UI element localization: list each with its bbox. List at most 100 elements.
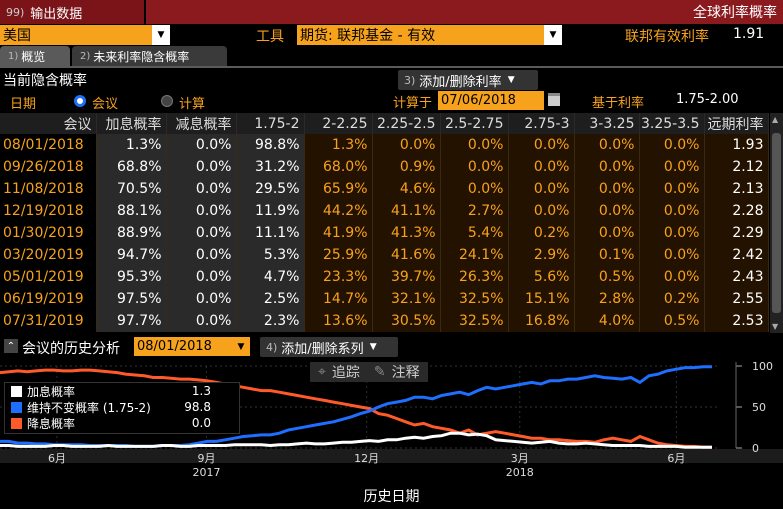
- table-row[interactable]: 01/30/2019 88.9% 0.0% 11.1% 41.9% 41.3% 5.4% 0.…: [0, 222, 769, 244]
- y-tick-label: 100: [752, 360, 773, 373]
- chevron-down-icon[interactable]: ▼: [152, 25, 170, 45]
- table-row[interactable]: 05/01/2019 95.3% 0.0% 4.7% 23.3% 39.7% 26.3% 5.…: [0, 266, 769, 288]
- table-cell: 1.3%: [304, 134, 373, 156]
- table-cell: 2.43: [704, 266, 769, 288]
- annotate-button[interactable]: 注释: [391, 365, 420, 381]
- table-scrollbar[interactable]: ▲ ▼: [770, 113, 783, 333]
- effective-rate-label: 联邦有效利率: [625, 29, 709, 45]
- table-cell: 0.0%: [639, 200, 705, 222]
- history-date-value: 08/01/2018: [137, 339, 212, 354]
- tool-label: 工具: [256, 29, 284, 45]
- table-cell: 0.0%: [574, 200, 640, 222]
- add-remove-rates-button[interactable]: 3) 添加/删除利率 ▼: [398, 70, 538, 90]
- table-cell: 0.0%: [372, 134, 441, 156]
- meeting-date-cell: 08/01/2018: [0, 134, 97, 156]
- scroll-thumb[interactable]: [772, 133, 781, 313]
- calc-date-input[interactable]: 07/06/2018: [438, 91, 544, 110]
- table-header-cell[interactable]: 2.5-2.75: [440, 113, 509, 134]
- meeting-date-cell: 01/30/2019: [0, 222, 97, 244]
- table-row[interactable]: 06/19/2019 97.5% 0.0% 2.5% 14.7% 32.1% 32.5% 15…: [0, 288, 769, 310]
- legend-label: 加息概率: [27, 384, 76, 399]
- x-tick-label: 9月: [197, 452, 215, 465]
- track-button[interactable]: 追踪: [331, 365, 360, 381]
- meeting-date-cell: 03/20/2019: [0, 244, 97, 266]
- calendar-icon[interactable]: [548, 93, 560, 106]
- collapse-icon[interactable]: ⌃: [4, 339, 18, 353]
- table-header-cell[interactable]: 2.75-3: [508, 113, 575, 134]
- tab-divider: [0, 66, 783, 68]
- tab-number: 1): [8, 50, 19, 62]
- table-cell: 0.0%: [508, 156, 575, 178]
- table-header-cell[interactable]: 会议: [0, 113, 97, 134]
- table-cell: 4.6%: [372, 178, 441, 200]
- table-cell: 2.42: [704, 244, 769, 266]
- history-title: 会议的历史分析: [22, 341, 120, 357]
- table-cell: 68.8%: [96, 156, 167, 178]
- table-cell: 14.7%: [304, 288, 373, 310]
- table-header-cell[interactable]: 1.75-2: [236, 113, 305, 134]
- chevron-down-icon[interactable]: ▼: [544, 25, 562, 45]
- table-row[interactable]: 11/08/2018 70.5% 0.0% 29.5% 65.9% 4.6% 0.0% 0.0…: [0, 178, 769, 200]
- tab-label: 概览: [21, 49, 46, 64]
- table-cell: 13.6%: [304, 310, 373, 332]
- table-header-cell[interactable]: 2.25-2.5: [372, 113, 441, 134]
- table-cell: 0.5%: [639, 310, 705, 332]
- table-cell: 0.0%: [166, 178, 237, 200]
- window-title: 全球利率概率: [693, 5, 777, 21]
- instrument-value: 期货: 联邦基金 - 有效: [300, 28, 436, 44]
- table-cell: 5.6%: [508, 266, 575, 288]
- legend-item[interactable]: 加息概率 1.3: [5, 383, 239, 399]
- probability-table: 会议 加息概率 减息概率 1.75-2 2-2.25 2.25-2.5 2.5-2.75 2.…: [0, 113, 770, 333]
- table-cell: 32.5%: [440, 288, 509, 310]
- table-cell: 0.0%: [166, 288, 237, 310]
- table-row[interactable]: 08/01/2018 1.3% 0.0% 98.8% 1.3% 0.0% 0.0% 0.0% 0…: [0, 134, 769, 156]
- table-header-cell[interactable]: 3-3.25: [574, 113, 640, 134]
- table-header-row: 会议 加息概率 减息概率 1.75-2 2-2.25 2.25-2.5 2.5-2.75 2.…: [0, 113, 769, 134]
- table-cell: 0.0%: [166, 244, 237, 266]
- table-cell: 0.0%: [508, 178, 575, 200]
- tab-overview[interactable]: 1) 概览: [0, 46, 70, 66]
- radio-calc-label: 计算: [179, 97, 206, 112]
- chart-toolbar: ⌖ 追踪 ✎ 注释: [310, 362, 428, 382]
- tab-label: 未来利率隐含概率: [93, 49, 190, 64]
- table-cell: 95.3%: [96, 266, 167, 288]
- x-axis-title: 历史日期: [363, 489, 420, 505]
- radio-calc[interactable]: [161, 95, 173, 107]
- export-menu-button[interactable]: 99) 输出数据: [0, 0, 146, 24]
- history-date-select[interactable]: 08/01/2018 ▼: [134, 337, 250, 356]
- x-tick-label: 6月: [48, 452, 66, 465]
- table-row[interactable]: 12/19/2018 88.1% 0.0% 11.9% 44.2% 41.1% 2.7% 0.…: [0, 200, 769, 222]
- table-header-cell[interactable]: 加息概率: [96, 113, 167, 134]
- table-cell: 98.8%: [236, 134, 305, 156]
- table-cell: 2.3%: [236, 310, 305, 332]
- legend-item[interactable]: 维持不变概率 (1.75-2) 98.8: [5, 399, 239, 415]
- table-row[interactable]: 09/26/2018 68.8% 0.0% 31.2% 68.0% 0.9% 0.0% 0.0…: [0, 156, 769, 178]
- meeting-date-cell: 11/08/2018: [0, 178, 97, 200]
- instrument-select[interactable]: 期货: 联邦基金 - 有效 ▼: [297, 25, 562, 45]
- table-cell: 11.1%: [236, 222, 305, 244]
- crosshair-icon[interactable]: ⌖: [318, 364, 326, 380]
- table-cell: 0.0%: [166, 310, 237, 332]
- add-remove-series-button[interactable]: 4) 添加/删除系列 ▼: [260, 337, 398, 357]
- table-cell: 0.0%: [639, 156, 705, 178]
- table-header-cell[interactable]: 2-2.25: [304, 113, 373, 134]
- pencil-icon[interactable]: ✎: [373, 364, 386, 380]
- history-chart[interactable]: 0 50 100 6月 9月 2017 12月 3月 2018 6月 ⌖ 追踪 ✎ 注释 加息概率…: [0, 358, 783, 509]
- scroll-down-icon[interactable]: ▼: [772, 322, 779, 331]
- country-select[interactable]: 美国 ▼: [0, 25, 170, 45]
- effective-rate-value: 1.91: [733, 26, 765, 42]
- tab-future-implied[interactable]: 2) 未来利率隐含概率: [72, 46, 227, 66]
- radio-meeting[interactable]: [74, 95, 86, 107]
- table-row[interactable]: 07/31/2019 97.7% 0.0% 2.3% 13.6% 30.5% 32.5% 16…: [0, 310, 769, 332]
- table-header-cell[interactable]: 远期利率: [704, 113, 769, 134]
- legend-item[interactable]: 降息概率 0.0: [5, 415, 239, 431]
- chevron-down-icon[interactable]: ▼: [232, 337, 250, 356]
- table-cell: 32.1%: [372, 288, 441, 310]
- table-row[interactable]: 03/20/2019 94.7% 0.0% 5.3% 25.9% 41.6% 24.1% 2.…: [0, 244, 769, 266]
- table-header-cell[interactable]: 减息概率: [166, 113, 237, 134]
- table-header-cell[interactable]: 3.25-3.5: [639, 113, 705, 134]
- table-cell: 0.1%: [574, 244, 640, 266]
- scroll-up-icon[interactable]: ▲: [772, 115, 779, 124]
- table-cell: 26.3%: [440, 266, 509, 288]
